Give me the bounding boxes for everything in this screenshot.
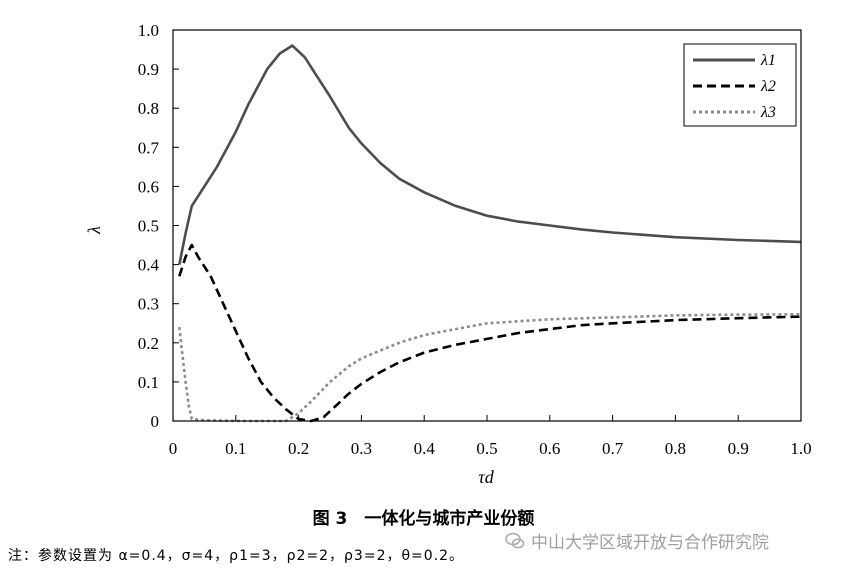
- series-line-lambda1: [178, 44, 802, 265]
- series-line-lambda2: [178, 243, 802, 423]
- y-tick-label: 0.9: [138, 60, 159, 79]
- watermark: 中山大学区域开放与合作研究院: [505, 528, 769, 553]
- x-tick-label: 0.1: [225, 439, 246, 458]
- y-tick-label: 0.3: [138, 295, 159, 314]
- x-tick-label: 0.8: [665, 439, 686, 458]
- legend-label-lambda1: λ1: [760, 52, 776, 69]
- parameter-note: 注：参数设置为 α=0.4，σ=4，ρ1=3，ρ2=2，ρ3=2，θ=0.2。: [8, 548, 465, 564]
- x-tick-label: 0.5: [476, 439, 497, 458]
- y-tick-label: 0.2: [138, 334, 159, 353]
- y-tick-label: 0.7: [138, 138, 160, 157]
- y-tick-label: 1.0: [138, 21, 159, 40]
- x-tick-label: 0.4: [414, 439, 436, 458]
- x-tick-label: 1.0: [790, 439, 811, 458]
- x-tick-label: 0.2: [288, 439, 309, 458]
- watermark-text: 中山大学区域开放与合作研究院: [531, 533, 769, 553]
- chart: 00.10.20.30.40.50.60.70.80.91.0 0 0.1 0.2 0…: [84, 21, 812, 487]
- x-tick-label: 0.9: [728, 439, 749, 458]
- x-axis-ticks: 0 0.1 0.2 0.3 0.4 0.5 0.6 0.7 0.8 0.9 1.0: [169, 415, 812, 458]
- legend: λ1 λ2 λ3: [683, 43, 797, 127]
- y-axis-label: λ: [84, 226, 104, 235]
- series-lines: [178, 44, 802, 423]
- x-tick-label: 0.7: [602, 439, 624, 458]
- legend-label-lambda2: λ2: [760, 78, 776, 95]
- y-tick-label: 0: [151, 412, 160, 431]
- y-tick-label: 0.1: [138, 373, 159, 392]
- y-tick-label: 0.5: [138, 217, 159, 236]
- figure-caption: 图 3 一体化与城市产业份额: [312, 509, 535, 529]
- series-line-lambda3: [178, 313, 802, 423]
- y-axis-ticks: 0 0.1 0.2 0.3 0.4 0.5 0.6 0.7 0.8 0.9 1.0: [138, 21, 179, 431]
- plot-frame: [172, 29, 802, 422]
- wechat-icon: [505, 532, 525, 548]
- x-tick-label: 0.6: [539, 439, 560, 458]
- x-axis-label: τd: [478, 467, 494, 487]
- y-tick-label: 0.8: [138, 99, 159, 118]
- y-tick-label: 0.6: [138, 177, 159, 196]
- y-tick-label: 0.4: [138, 256, 160, 275]
- x-tick-label: 0: [169, 439, 178, 458]
- x-tick-label: 0.3: [351, 439, 372, 458]
- legend-label-lambda3: λ3: [760, 104, 776, 121]
